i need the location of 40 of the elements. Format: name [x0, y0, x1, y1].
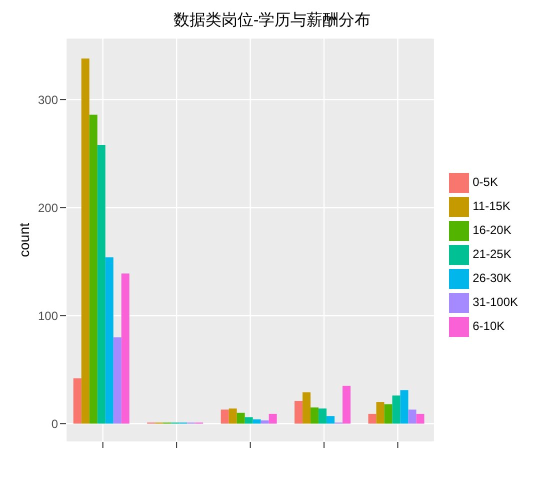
bar: [368, 414, 376, 424]
y-axis-title: count: [16, 222, 32, 258]
bar: [318, 408, 327, 424]
bar: [73, 378, 82, 424]
legend-label: 6-10K: [472, 319, 505, 333]
bar: [97, 144, 106, 424]
bar: [384, 404, 392, 424]
bar: [302, 392, 311, 424]
bar: [268, 414, 277, 424]
bar: [113, 337, 122, 424]
bar: [244, 417, 253, 424]
bar: [342, 386, 351, 424]
bar: [376, 402, 384, 424]
bar: [236, 412, 245, 424]
bar: [416, 414, 424, 424]
bar: [400, 390, 408, 424]
bar: [228, 408, 237, 424]
legend-label: 0-5K: [472, 175, 498, 189]
bar: [121, 273, 130, 424]
bar: [260, 420, 269, 424]
y-tick-label: 200: [38, 200, 58, 215]
bar: [294, 400, 303, 424]
bar: [220, 410, 229, 424]
y-tick-label: 0: [51, 416, 58, 431]
legend-label: 11-15K: [472, 199, 510, 213]
legend-label: 21-25K: [472, 247, 512, 261]
bar: [105, 257, 114, 424]
y-tick-label: 100: [38, 308, 58, 323]
bar: [392, 396, 400, 424]
legend-label: 26-30K: [472, 271, 512, 285]
chart-title: 数据类岗位-学历与薪酬分布: [172, 10, 372, 31]
bar: [408, 410, 416, 424]
y-tick-label: 300: [38, 92, 58, 107]
bar: [81, 58, 90, 424]
bar: [89, 114, 98, 424]
legend-label: 31-100K: [472, 295, 518, 309]
bar: [310, 407, 319, 424]
bar: [326, 416, 335, 424]
legend-label: 16-20K: [472, 223, 512, 237]
bar: [252, 419, 261, 424]
